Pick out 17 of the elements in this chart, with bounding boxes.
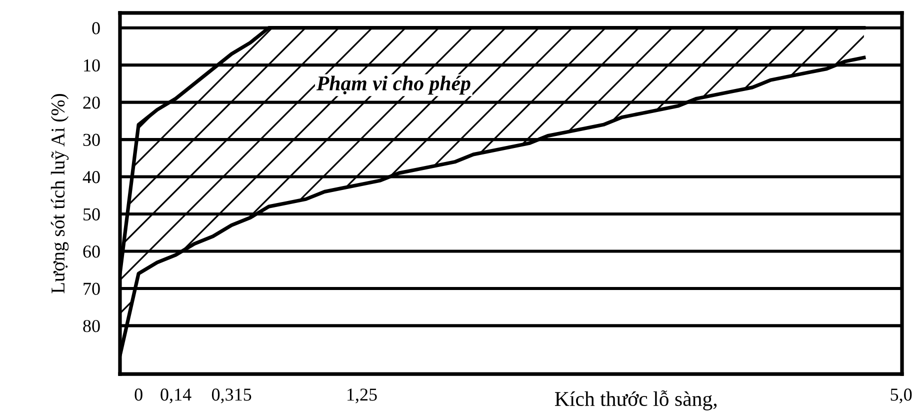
- y-tick-label: 40: [82, 171, 100, 184]
- annotation: Phạm vi cho phép: [316, 76, 470, 95]
- y-tick-label: 50: [84, 208, 100, 220]
- x-tick-label: 0,315: [212, 388, 252, 404]
- x-tick-label: 5,0: [890, 388, 912, 404]
- y-axis-title: Lượng sót tích luỹ Ai (%): [50, 94, 69, 294]
- y-tick-label: 60: [83, 246, 100, 258]
- y-tick-label: 70: [84, 282, 100, 295]
- y-tick-label: 10: [84, 59, 100, 72]
- x-tick-label: 0,14: [160, 388, 192, 404]
- x-tick-label: 1,25: [348, 388, 377, 404]
- y-tick-label: 0: [92, 22, 100, 34]
- y-tick-label: 80: [83, 320, 100, 332]
- x-tick-label: 0: [134, 388, 142, 401]
- x-axis-title: Kích thước lỗ sàng,: [554, 390, 717, 410]
- y-tick-label: 20: [83, 96, 100, 109]
- y-tick-label: 30: [83, 134, 100, 146]
